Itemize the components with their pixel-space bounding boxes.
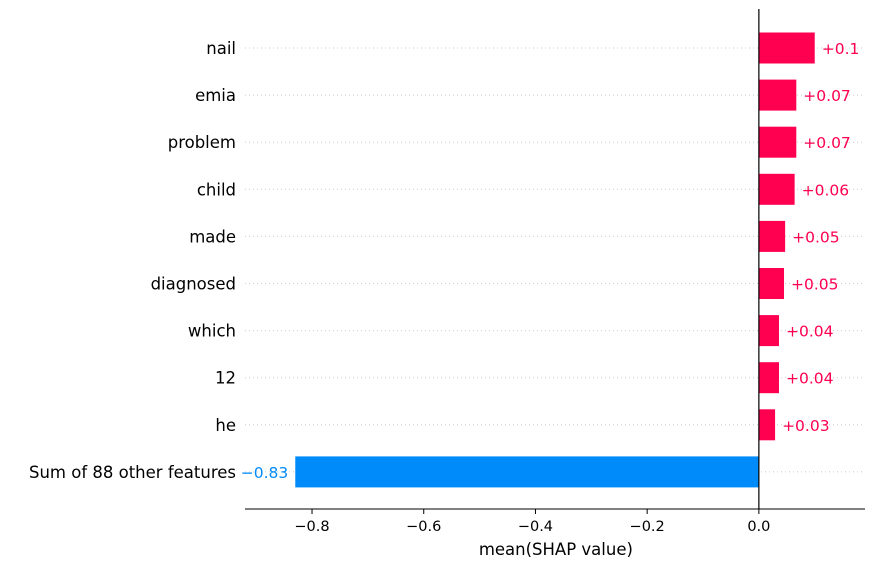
x-tick-label: −0.6 xyxy=(406,519,441,535)
bar-7 xyxy=(758,315,779,347)
value-label: −0.83 xyxy=(241,464,289,482)
labels-layer: nail +0.1 emia +0.07 problem +0.07 child +0.06 m… xyxy=(29,39,859,482)
value-label: +0.07 xyxy=(803,87,851,105)
category-label: 12 xyxy=(215,369,236,388)
value-label: +0.05 xyxy=(791,276,839,294)
bar-4 xyxy=(758,173,795,205)
x-tick-label: −0.2 xyxy=(630,519,665,535)
grid-layer xyxy=(245,47,865,473)
bar-3 xyxy=(758,126,797,158)
category-label: which xyxy=(188,322,236,341)
category-label: made xyxy=(189,227,236,246)
value-label: +0.03 xyxy=(782,417,830,435)
bar-10 xyxy=(295,456,759,488)
category-label: diagnosed xyxy=(151,275,236,294)
bar-5 xyxy=(758,220,786,252)
category-label: Sum of 88 other features xyxy=(29,463,236,482)
x-tick-label: 0.0 xyxy=(747,519,770,535)
category-label: he xyxy=(215,416,236,435)
category-label: nail xyxy=(206,39,236,58)
category-label: emia xyxy=(195,86,236,105)
category-label: child xyxy=(197,180,236,199)
bar-9 xyxy=(758,409,776,441)
x-tick-label: −0.4 xyxy=(518,519,553,535)
bar-2 xyxy=(758,79,797,111)
bars-layer xyxy=(295,32,815,488)
axis-layer: −0.8 −0.6 −0.4 −0.2 0.0 mean(SHAP value) xyxy=(245,9,865,559)
value-label: +0.04 xyxy=(786,323,834,341)
value-label: +0.07 xyxy=(803,134,851,152)
x-axis-title: mean(SHAP value) xyxy=(479,540,633,559)
x-tick-label: −0.8 xyxy=(294,519,329,535)
bar-1 xyxy=(758,32,815,64)
value-label: +0.05 xyxy=(792,228,840,246)
bar-8 xyxy=(758,362,779,394)
value-label: +0.1 xyxy=(822,40,860,58)
value-label: +0.04 xyxy=(786,370,834,388)
bar-6 xyxy=(758,268,785,299)
category-label: problem xyxy=(168,133,236,152)
value-label: +0.06 xyxy=(802,181,850,199)
